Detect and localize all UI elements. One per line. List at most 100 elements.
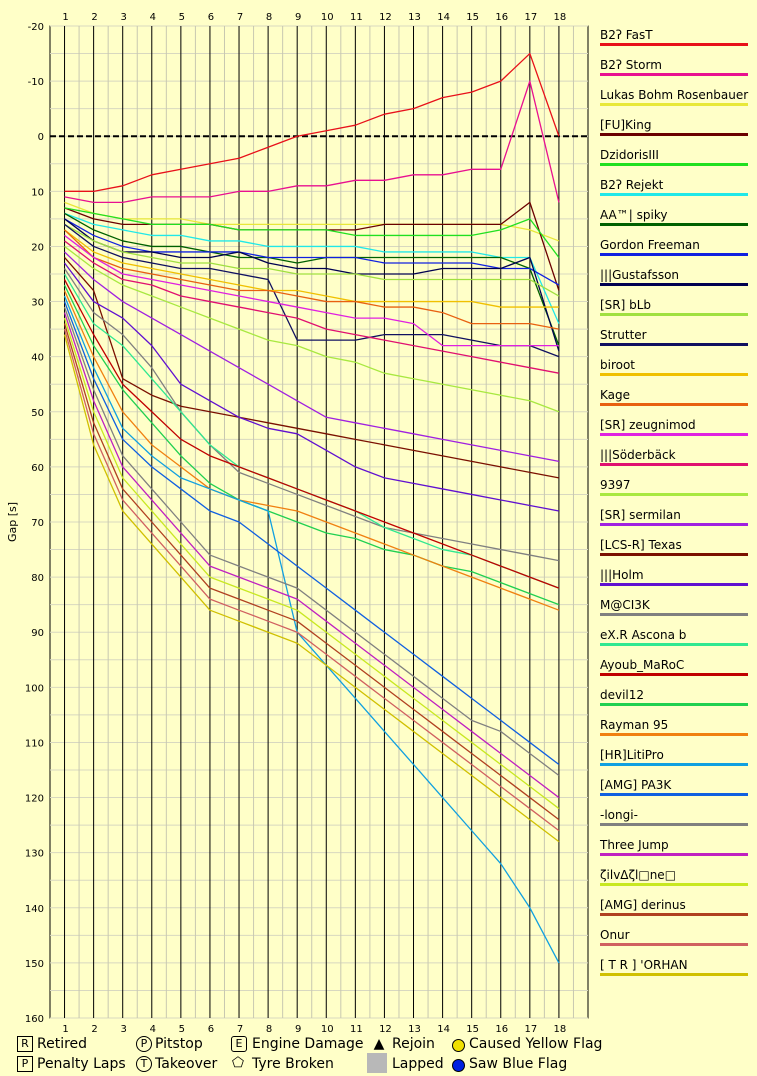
legend-swatch: [600, 343, 748, 346]
legend-label: [FU]King: [600, 118, 652, 132]
legend-item: |||Gustafsson: [598, 264, 750, 294]
x-tick-label-top: 11: [350, 12, 363, 23]
legend-label: AA™| spiky: [600, 208, 668, 222]
series-line: [63, 312, 560, 799]
x-tick-label-bottom: 17: [524, 1024, 537, 1035]
legend-item: Strutter: [598, 324, 750, 354]
series-line: [63, 279, 560, 589]
legend-swatch: [600, 463, 748, 466]
legend-swatch: [600, 493, 748, 496]
legend: B2ʔ FasT B2ʔ Storm Lukas Bohm Rosenbauer [F…: [598, 24, 750, 984]
legend-item: DzidorisIII: [598, 144, 750, 174]
x-tick-label-bottom: 15: [466, 1024, 479, 1035]
legend-label: B2ʔ Storm: [600, 58, 662, 72]
legend-swatch: [600, 913, 748, 916]
y-tick-label: 140: [25, 904, 44, 915]
series-line: [64, 212, 560, 324]
y-tick-label: 120: [25, 794, 44, 805]
retired-label: Retired: [37, 1036, 88, 1052]
tyre-broken-icon: ⬠: [231, 1055, 245, 1071]
legend-swatch: [600, 883, 748, 886]
lapped-swatch: [367, 1053, 387, 1073]
legend-label: Gordon Freeman: [600, 238, 700, 252]
legend-label: [SR] sermilan: [600, 508, 681, 522]
caused-yellow-flag-label: Caused Yellow Flag: [469, 1036, 603, 1052]
legend-swatch: [600, 853, 748, 856]
legend-item: B2ʔ FasT: [598, 24, 750, 54]
legend-label: eX.R Ascona b: [600, 628, 687, 642]
legend-item: [HR]LitiPro: [598, 744, 750, 774]
y-tick-label: 90: [31, 628, 44, 639]
legend-item: [SR] sermilan: [598, 504, 750, 534]
y-tick-label: 40: [31, 353, 44, 364]
x-tick-label-top: 7: [237, 12, 243, 23]
series-line: [63, 268, 560, 562]
legend-swatch: [600, 583, 748, 586]
legend-item: ζilvΔζl□ne□: [598, 864, 750, 894]
series-line: [63, 334, 560, 843]
x-tick-label-top: 16: [495, 12, 508, 23]
x-tick-label-bottom: 3: [121, 1024, 127, 1035]
x-tick-label-bottom: 13: [408, 1024, 421, 1035]
legend-item: Lukas Bohm Rosenbauer: [598, 84, 750, 114]
x-tick-label-top: 2: [91, 12, 97, 23]
y-tick-label: 50: [31, 408, 44, 419]
legend-item: AA™| spiky: [598, 204, 750, 234]
y-tick-label: 110: [25, 738, 44, 749]
legend-item: Kage: [598, 384, 750, 414]
x-tick-label-bottom: 1: [62, 1024, 68, 1035]
legend-swatch: [600, 643, 748, 646]
series-line: [64, 218, 560, 286]
y-tick-label: 150: [25, 959, 44, 970]
y-axis-label: Gap [s]: [6, 502, 19, 542]
legend-label: Kage: [600, 388, 631, 402]
legend-swatch: [600, 313, 748, 316]
gap-chart: -20-100102030405060708090100110120130140…: [6, 12, 589, 1035]
x-tick-label-bottom: 4: [150, 1024, 156, 1035]
x-tick-label-top: 13: [408, 12, 421, 23]
legend-item: [AMG] derinus: [598, 894, 750, 924]
x-tick-label-top: 4: [150, 12, 156, 23]
legend-item: Three Jump: [598, 834, 750, 864]
series-line: [64, 218, 560, 352]
y-tick-label: 60: [31, 463, 44, 474]
legend-label: Onur: [600, 928, 630, 942]
legend-label: B2ʔ FasT: [600, 28, 653, 42]
series-line: [63, 317, 560, 810]
takeover-symbol: T: [136, 1056, 152, 1072]
x-tick-label-bottom: 5: [179, 1024, 185, 1035]
y-tick-label: 70: [31, 518, 44, 529]
legend-swatch: [600, 223, 748, 226]
legend-swatch: [600, 163, 748, 166]
legend-swatch: [600, 73, 748, 76]
x-tick-label-bottom: 11: [350, 1024, 363, 1035]
engine-damage-symbol: E: [231, 1036, 247, 1052]
legend-item: |||Söderbäck: [598, 444, 750, 474]
x-tick-label-top: 18: [554, 12, 567, 23]
x-tick-label-top: 15: [466, 12, 479, 23]
y-tick-label: 0: [38, 132, 44, 143]
legend-swatch: [600, 763, 748, 766]
legend-label: |||Holm: [600, 568, 644, 582]
x-tick-label-top: 8: [266, 12, 272, 23]
x-tick-label-bottom: 2: [91, 1024, 97, 1035]
series-line: [63, 301, 560, 766]
engine-damage-label: Engine Damage: [252, 1036, 364, 1052]
y-tick-label: -10: [28, 77, 44, 88]
legend-label: biroot: [600, 358, 636, 372]
series-line: [64, 223, 560, 358]
legend-label: [AMG] PA3K: [600, 778, 672, 792]
series-line: [64, 212, 560, 346]
x-tick-label-bottom: 9: [295, 1024, 301, 1035]
legend-label: [LCS-R] Texas: [600, 538, 682, 552]
series-line: [64, 52, 560, 192]
x-tick-label-top: 5: [179, 12, 185, 23]
x-tick-label-top: 12: [379, 12, 392, 23]
legend-swatch: [600, 373, 748, 376]
x-tick-label-bottom: 6: [208, 1024, 214, 1035]
y-tick-label: 30: [31, 298, 44, 309]
series-line: [63, 323, 560, 821]
legend-item: -longi-: [598, 804, 750, 834]
legend-item: devil12: [598, 684, 750, 714]
pitstop-label: Pitstop: [155, 1036, 203, 1052]
